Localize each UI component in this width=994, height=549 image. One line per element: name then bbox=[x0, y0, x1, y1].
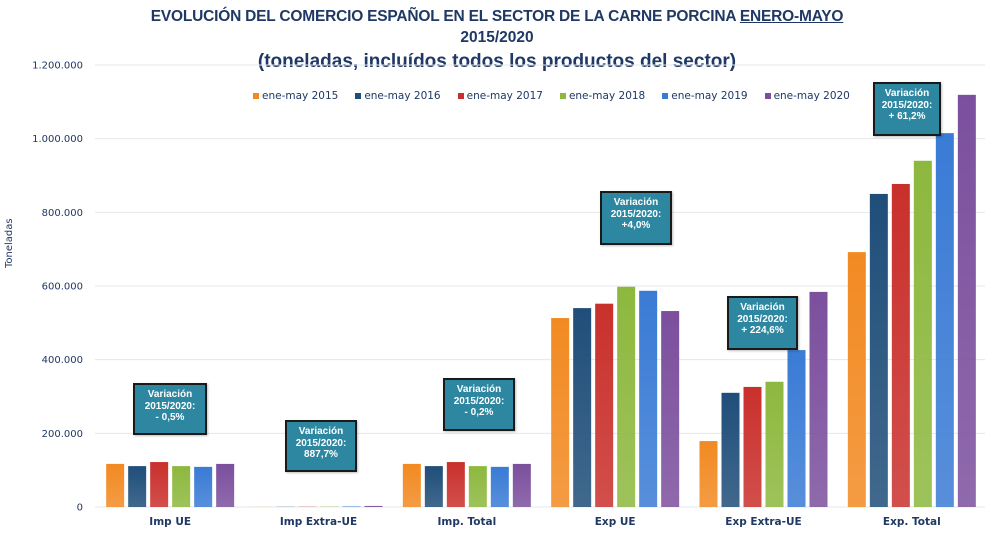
x-tick-label: Exp UE bbox=[595, 516, 636, 528]
variation-annotation: Variación 2015/2020: 887,7% bbox=[285, 420, 357, 472]
legend-item: ene-may 2016 bbox=[355, 90, 441, 102]
annotation-text: Variación bbox=[147, 389, 193, 400]
bar bbox=[787, 350, 806, 507]
annotation-text: Variación bbox=[884, 88, 930, 99]
bar bbox=[765, 381, 784, 507]
y-tick-label: 600.000 bbox=[42, 282, 83, 293]
annotation-text: +4,0% bbox=[621, 220, 651, 231]
legend-label: ene-may 2015 bbox=[262, 90, 339, 102]
annotation-text: 887,7% bbox=[304, 449, 338, 460]
bar bbox=[446, 462, 465, 507]
bar bbox=[490, 466, 509, 507]
bar bbox=[468, 466, 487, 507]
y-tick-label: 200.000 bbox=[42, 429, 83, 440]
bar bbox=[512, 463, 531, 507]
legend-item: ene-may 2015 bbox=[253, 90, 338, 102]
annotation-text: 2015/2020: bbox=[144, 400, 196, 412]
annotation-text: 2015/2020: bbox=[453, 395, 505, 407]
legend-label: ene-may 2020 bbox=[773, 90, 850, 102]
bar bbox=[106, 463, 125, 507]
legend-swatch bbox=[662, 93, 669, 99]
variation-annotation: Variación 2015/2020: - 0,5% bbox=[133, 383, 207, 435]
x-tick-label: Exp. Total bbox=[883, 516, 941, 528]
legend-swatch bbox=[764, 93, 771, 99]
bar bbox=[402, 463, 421, 507]
annotation-text: 2015/2020: bbox=[737, 313, 788, 325]
y-tick-label: 1.200.000 bbox=[32, 61, 83, 72]
legend-item: ene-may 2020 bbox=[764, 90, 850, 102]
annotation-text: + 224,6% bbox=[741, 325, 784, 336]
chart-title-prefix: EVOLUCIÓN DEL COMERCIO ESPAÑOL EN EL SEC… bbox=[150, 8, 740, 25]
bar bbox=[150, 462, 169, 507]
y-tick-label: 1.000.000 bbox=[32, 134, 83, 145]
bar bbox=[891, 183, 910, 507]
y-axis-label: Toneladas bbox=[4, 218, 15, 268]
chart-subtitle: (toneladas, incluídos todos los producto… bbox=[257, 51, 737, 72]
bar bbox=[935, 133, 954, 507]
annotation-text: Variación bbox=[613, 197, 659, 208]
bar bbox=[809, 291, 828, 507]
annotation-text: - 0,5% bbox=[155, 412, 185, 423]
bar bbox=[364, 505, 383, 507]
legend-swatch bbox=[355, 93, 362, 99]
legend-label: ene-may 2019 bbox=[671, 90, 748, 102]
x-tick-label: Imp Extra-UE bbox=[280, 516, 357, 528]
legend-item: ene-may 2018 bbox=[559, 90, 646, 102]
legend-swatch bbox=[253, 93, 259, 99]
chart-title: EVOLUCIÓN DEL COMERCIO ESPAÑOL EN EL SEC… bbox=[0, 8, 994, 26]
bar bbox=[617, 286, 636, 507]
bar bbox=[743, 386, 762, 507]
legend-swatch bbox=[457, 93, 464, 99]
bar bbox=[424, 466, 443, 507]
legend: ene-may 2015 ene-may 2016 ene-may 2017 ene-… bbox=[253, 90, 867, 102]
bar bbox=[342, 506, 361, 507]
annotation-text: Variación bbox=[298, 426, 344, 437]
bar bbox=[551, 318, 570, 507]
y-tick-label: 400.000 bbox=[42, 355, 83, 366]
bar bbox=[595, 303, 614, 507]
annotation-text: Variación bbox=[740, 302, 785, 313]
legend-swatch bbox=[559, 93, 566, 99]
x-tick-label: Imp. Total bbox=[437, 516, 496, 528]
bar bbox=[699, 441, 718, 507]
x-tick-label: Exp Extra-UE bbox=[725, 516, 801, 528]
legend-label: ene-may 2017 bbox=[466, 90, 543, 102]
bar bbox=[216, 463, 235, 507]
variation-annotation: Variación 2015/2020: + 61,2% bbox=[873, 82, 941, 136]
bar bbox=[847, 252, 866, 507]
variation-annotation: Variación 2015/2020: +4,0% bbox=[600, 191, 672, 245]
bar bbox=[869, 193, 888, 507]
legend-label: ene-may 2018 bbox=[568, 90, 646, 102]
x-tick-label: Imp UE bbox=[149, 516, 191, 528]
bar bbox=[128, 466, 147, 507]
annotation-text: Variación bbox=[456, 384, 502, 395]
annotation-text: + 61,2% bbox=[888, 111, 926, 122]
bar bbox=[957, 94, 976, 508]
y-tick-label: 0 bbox=[77, 503, 83, 514]
legend-item: ene-may 2017 bbox=[457, 90, 543, 102]
variation-annotation: Variación 2015/2020: - 0,2% bbox=[443, 378, 515, 431]
y-tick-label: 800.000 bbox=[42, 208, 83, 219]
legend-item: ene-may 2019 bbox=[662, 90, 748, 102]
bar bbox=[913, 160, 932, 507]
annotation-text: - 0,2% bbox=[464, 407, 494, 418]
bar bbox=[639, 290, 658, 507]
legend-label: ene-may 2016 bbox=[364, 90, 441, 102]
annotation-text: 2015/2020: bbox=[295, 437, 347, 449]
bar bbox=[573, 308, 592, 507]
bar bbox=[661, 311, 680, 507]
annotation-text: 2015/2020: bbox=[610, 208, 662, 220]
variation-annotation: Variación 2015/2020: + 224,6% bbox=[727, 296, 798, 350]
annotation-text: 2015/2020: bbox=[881, 99, 933, 111]
bar bbox=[194, 466, 213, 507]
bar bbox=[721, 392, 740, 507]
chart-title-years: 2015/2020 bbox=[460, 29, 534, 46]
bar bbox=[172, 466, 191, 507]
chart-title-period: ENERO-MAYO bbox=[739, 8, 844, 25]
